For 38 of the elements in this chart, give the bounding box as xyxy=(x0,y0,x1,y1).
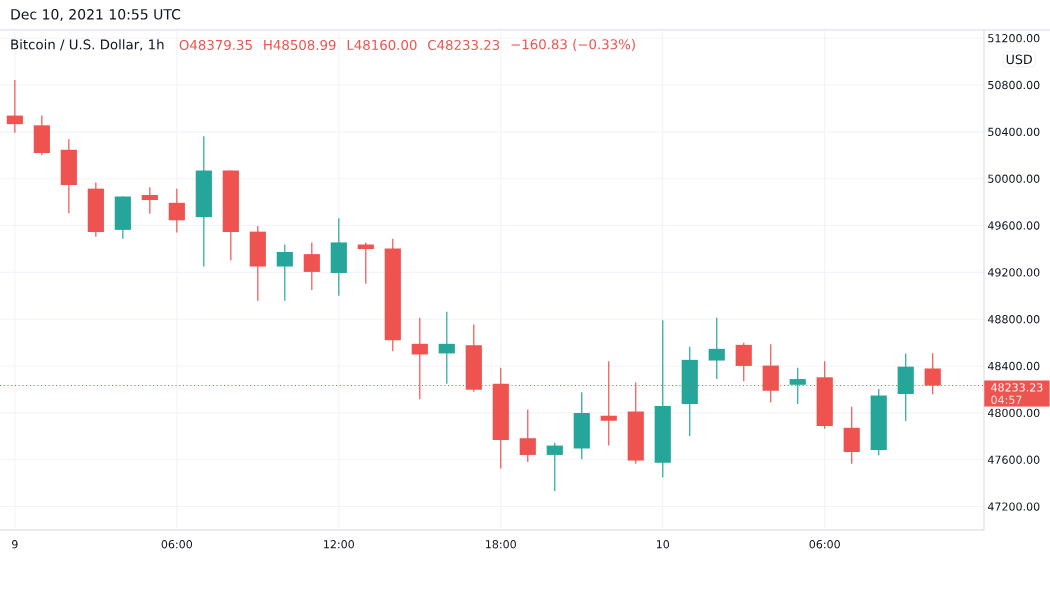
annotation: O48379.35 xyxy=(179,39,252,51)
y-tick-label: 48000.00 xyxy=(987,408,1040,418)
text: Bitcoin / U.S. Dollar, 1h xyxy=(11,39,164,51)
annotation: L48160.00 xyxy=(347,39,417,51)
annotation: −160.83 (−0.33%) xyxy=(511,39,635,51)
annotation: H48508.99 xyxy=(264,39,336,51)
y-tick-label: 48800.00 xyxy=(987,315,1040,324)
candlestick xyxy=(303,241,320,291)
chart-subtitle: Dec 10, 2021 10:55 UTC xyxy=(11,8,181,22)
y-tick-label: 47200.00 xyxy=(987,502,1040,511)
x-tick-label: 12:00 xyxy=(324,540,354,549)
candlestick xyxy=(789,367,806,405)
x-tick-label: 06:00 xyxy=(161,540,193,549)
y-tick-label: 50400.00 xyxy=(988,127,1040,137)
ref-line-label: 48233.23 xyxy=(991,383,1043,392)
text: 04:57 xyxy=(991,395,1022,404)
candlestick xyxy=(519,409,536,463)
y-tick-label: 50000.00 xyxy=(988,174,1040,183)
y-tick-label: 49600.00 xyxy=(987,221,1040,230)
x-tick-label: 10 xyxy=(656,540,670,549)
y-tick-label: 47600.00 xyxy=(987,455,1040,464)
candlestick xyxy=(276,243,293,302)
candlestick xyxy=(168,188,185,234)
y-tick-label: 48400.00 xyxy=(987,361,1040,371)
candlestick xyxy=(6,79,23,134)
x-tick-label: 18:00 xyxy=(486,540,516,549)
candlestick xyxy=(438,311,455,385)
y-tick-label: 51200.00 xyxy=(988,34,1040,43)
annotation: C48233.23 xyxy=(428,39,500,51)
candlestick xyxy=(708,317,725,380)
x-tick-label: 06:00 xyxy=(809,540,840,549)
candlestick xyxy=(735,342,752,382)
y-tick-label: 49200.00 xyxy=(987,268,1040,277)
candlestick xyxy=(546,442,563,492)
x-tick-label: 9 xyxy=(12,540,18,549)
y-tick-label: 50800.00 xyxy=(988,80,1040,90)
candlestick xyxy=(141,186,158,215)
text: USD xyxy=(1006,54,1032,65)
